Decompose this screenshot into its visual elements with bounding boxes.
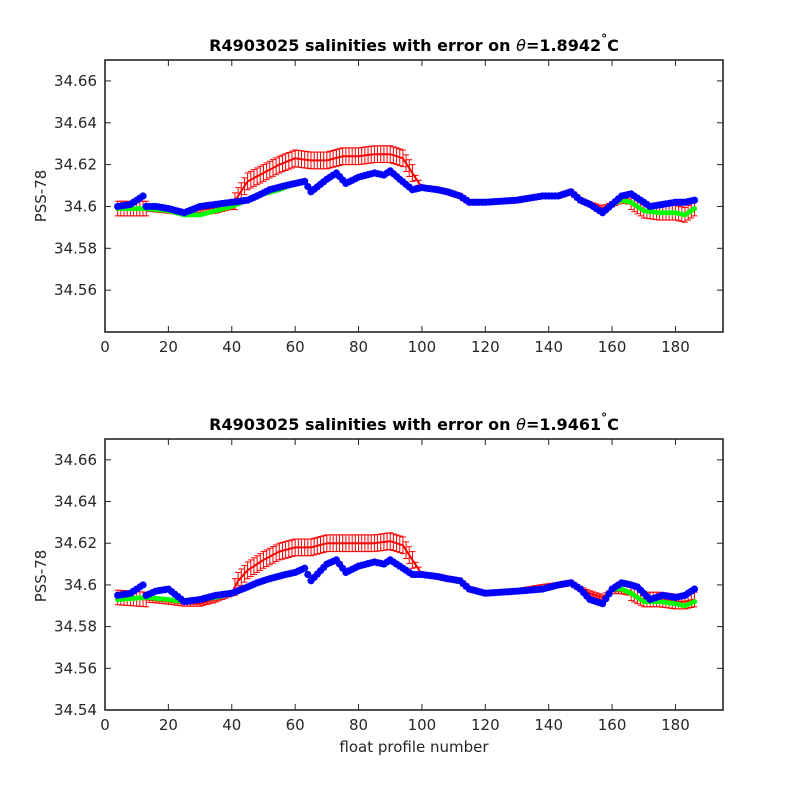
y-tick-label: 34.64 xyxy=(54,493,97,511)
x-tick-label: 160 xyxy=(598,716,627,734)
y-tick-label: 34.66 xyxy=(54,72,97,90)
x-tick-label: 80 xyxy=(349,716,368,734)
bottom-title-unit: C xyxy=(607,415,619,434)
y-tick-label: 34.64 xyxy=(54,114,97,132)
calibrated-point xyxy=(691,599,698,605)
y-tick-label: 34.56 xyxy=(54,281,97,299)
x-tick-label: 100 xyxy=(408,338,437,356)
bottom-title-theta: θ xyxy=(516,415,526,434)
float-salinity-point xyxy=(139,581,147,589)
y-tick-label: 34.6 xyxy=(64,197,97,215)
top-title-value: =1.8942 xyxy=(526,36,601,55)
y-tick-label: 34.62 xyxy=(54,534,97,552)
y-tick-label: 34.66 xyxy=(54,451,97,469)
float-salinity-point xyxy=(301,177,309,185)
float-salinity-point xyxy=(690,585,699,593)
top-title-degree: ° xyxy=(601,32,607,46)
x-tick-label: 40 xyxy=(222,338,241,356)
top-y-axis-label: PSS-78 xyxy=(32,170,50,223)
x-tick-label: 180 xyxy=(661,338,690,356)
float-salinity-point xyxy=(304,570,312,579)
float-salinity-point xyxy=(301,564,309,572)
bottom-panel-title: R4903025 salinities with error on θ=1.94… xyxy=(209,411,619,434)
float-salinity-point xyxy=(304,182,312,191)
y-tick-label: 34.58 xyxy=(54,618,97,636)
x-tick-label: 40 xyxy=(222,716,241,734)
x-tick-label: 0 xyxy=(100,338,110,356)
top-title-theta: θ xyxy=(516,36,526,55)
float-salinity-point xyxy=(690,196,699,204)
top-panel: R4903025 salinities with error on θ=1.89… xyxy=(32,32,724,356)
float-salinity-point xyxy=(139,192,147,200)
bottom-title-degree: ° xyxy=(601,411,607,425)
x-tick-label: 120 xyxy=(471,338,500,356)
x-tick-label: 20 xyxy=(159,338,178,356)
y-tick-label: 34.6 xyxy=(64,576,97,594)
x-tick-label: 0 xyxy=(100,716,110,734)
top-panel-title: R4903025 salinities with error on θ=1.89… xyxy=(209,32,619,55)
top-plot-area: 0 20 40 60 80 100 120 140 160 180 34.56 34.58 34.6 34… xyxy=(54,59,724,356)
x-tick-label: 160 xyxy=(598,338,627,356)
y-tick-label: 34.58 xyxy=(54,239,97,257)
x-tick-label: 140 xyxy=(534,338,563,356)
top-title-prefix: R4903025 salinities with error on xyxy=(209,36,516,55)
y-tick-label: 34.54 xyxy=(54,701,97,719)
bottom-panel: R4903025 salinities with error on θ=1.94… xyxy=(32,411,724,756)
x-tick-label: 60 xyxy=(286,338,305,356)
x-tick-label: 100 xyxy=(408,716,437,734)
bottom-y-axis-label: PSS-78 xyxy=(32,550,50,603)
x-tick-label: 180 xyxy=(661,716,690,734)
bottom-plot-area: 0 20 40 60 80 100 120 140 160 180 34.54 34.56 34.58 3… xyxy=(54,438,724,734)
axes-frame xyxy=(104,438,724,711)
x-tick-label: 140 xyxy=(534,716,563,734)
y-tick-label: 34.62 xyxy=(54,156,97,174)
axes-frame xyxy=(104,59,724,333)
x-tick-label: 20 xyxy=(159,716,178,734)
x-tick-label: 60 xyxy=(286,716,305,734)
x-tick-label: 80 xyxy=(349,338,368,356)
calibrated-point xyxy=(691,205,698,212)
top-title-unit: C xyxy=(607,36,619,55)
x-tick-label: 120 xyxy=(471,716,500,734)
bottom-x-axis-label: float profile number xyxy=(339,738,489,756)
bottom-title-prefix: R4903025 salinities with error on xyxy=(209,415,516,434)
bottom-title-value: =1.9461 xyxy=(526,415,601,434)
y-tick-label: 34.56 xyxy=(54,659,97,677)
